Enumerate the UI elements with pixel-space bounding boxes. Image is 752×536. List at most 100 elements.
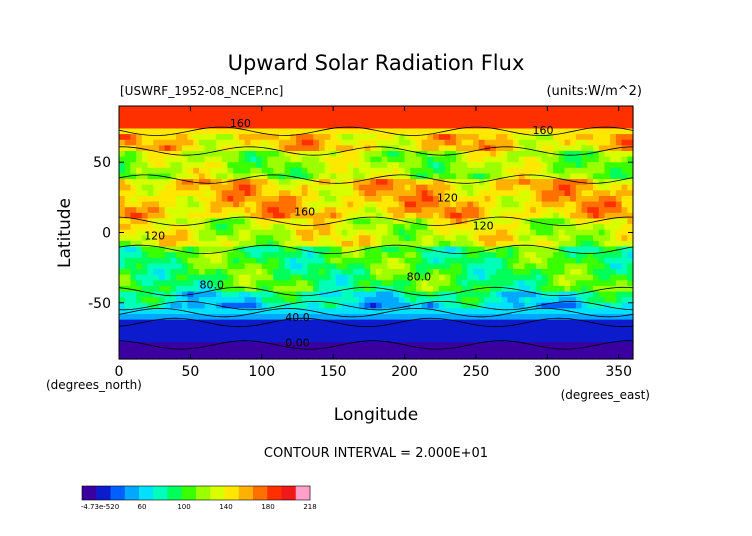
field-cell: [507, 212, 514, 220]
field-cell: [130, 179, 137, 186]
field-cell: [387, 224, 394, 231]
field-cell: [256, 263, 263, 270]
field-cell: [404, 274, 411, 281]
field-cell: [141, 139, 149, 146]
field-cell: [490, 190, 497, 197]
field-cell: [587, 353, 594, 360]
field-cell: [216, 263, 223, 270]
field-cell: [187, 122, 194, 130]
field-cell: [130, 257, 137, 265]
field-cell: [290, 325, 297, 332]
field-cell: [324, 106, 331, 113]
field-cell: [187, 195, 194, 203]
field-cell: [290, 291, 297, 298]
field-cell: [553, 302, 560, 309]
field-cell: [261, 229, 269, 236]
field-cell: [495, 229, 503, 236]
field-cell: [518, 111, 526, 118]
field-cell: [593, 314, 600, 321]
field-cell: [130, 162, 137, 169]
field-cell: [381, 252, 389, 259]
field-cell: [455, 353, 463, 360]
field-cell: [210, 212, 217, 220]
field-cell: [341, 207, 349, 214]
field-cell: [181, 195, 189, 203]
field-cell: [433, 162, 440, 169]
field-cell: [267, 128, 274, 135]
field-cell: [318, 314, 326, 321]
field-cell: [604, 117, 611, 124]
field-cell: [216, 111, 223, 118]
field-cell: [621, 257, 628, 265]
field-cell: [261, 128, 269, 135]
field-cell: [238, 224, 246, 231]
field-cell: [587, 308, 594, 315]
field-cell: [427, 297, 434, 304]
field-cell: [490, 212, 497, 220]
field-cell: [501, 314, 508, 321]
field-cell: [278, 240, 286, 248]
field-cell: [307, 207, 314, 214]
field-cell: [193, 207, 200, 214]
field-cell: [598, 224, 606, 231]
field-cell: [427, 173, 434, 180]
field-cell: [227, 156, 234, 163]
field-cell: [558, 224, 566, 231]
field-cell: [558, 229, 566, 236]
field-cell: [610, 212, 617, 220]
field-cell: [433, 274, 440, 281]
field-cell: [501, 195, 508, 203]
field-cell: [358, 150, 366, 158]
field-cell: [513, 235, 520, 242]
field-cell: [433, 224, 440, 231]
field-cell: [124, 139, 132, 146]
field-cell: [158, 347, 166, 354]
field-cell: [575, 128, 583, 135]
field-cell: [278, 336, 286, 343]
field-cell: [598, 128, 606, 135]
field-cell: [296, 291, 303, 298]
field-cell: [290, 117, 297, 124]
field-cell: [313, 162, 320, 169]
field-cell: [581, 336, 588, 343]
field-cell: [198, 235, 206, 242]
field-cell: [604, 122, 611, 130]
field-cell: [244, 325, 251, 332]
field-cell: [501, 274, 508, 281]
field-cell: [473, 111, 480, 118]
field-cell: [176, 184, 183, 191]
field-cell: [513, 128, 520, 135]
field-cell: [507, 342, 514, 349]
field-cell: [610, 263, 617, 270]
field-cell: [124, 342, 132, 349]
field-cell: [398, 291, 406, 298]
field-cell: [119, 319, 126, 326]
field-cell: [421, 252, 428, 259]
field-cell: [524, 128, 531, 135]
field-cell: [570, 314, 577, 321]
field-cell: [421, 218, 428, 225]
field-cell: [518, 285, 526, 293]
field-cell: [615, 117, 623, 124]
field-cell: [444, 353, 451, 360]
field-cell: [604, 257, 611, 265]
field-cell: [530, 274, 537, 281]
field-cell: [170, 218, 177, 225]
field-cell: [553, 173, 560, 180]
field-cell: [141, 347, 149, 354]
field-cell: [387, 280, 394, 287]
field-cell: [530, 201, 537, 208]
field-cell: [187, 145, 194, 152]
field-cell: [170, 162, 177, 169]
field-cell: [296, 190, 303, 197]
field-cell: [256, 269, 263, 276]
field-cell: [119, 139, 126, 146]
field-cell: [147, 274, 154, 281]
field-cell: [524, 302, 531, 309]
field-cell: [455, 257, 463, 265]
field-cell: [158, 302, 166, 309]
field-cell: [170, 285, 177, 293]
field-cell: [581, 319, 588, 326]
field-cell: [307, 167, 314, 175]
field-cell: [233, 212, 240, 220]
